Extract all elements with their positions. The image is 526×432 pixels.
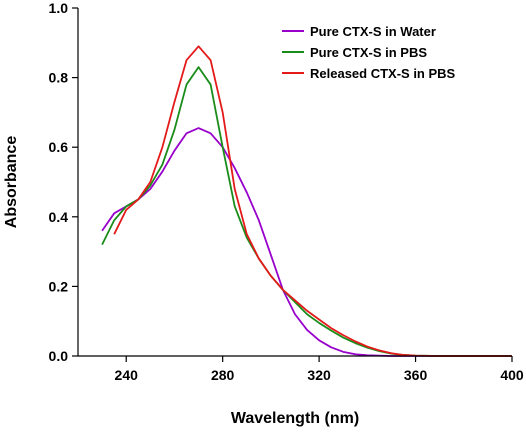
y-tick-label: 0.0 xyxy=(49,348,69,364)
x-tick-label: 360 xyxy=(404,367,428,383)
x-tick-label: 240 xyxy=(115,367,139,383)
y-axis-title: Absorbance xyxy=(3,136,20,229)
legend-label-2: Pure CTX-S in PBS xyxy=(310,45,427,60)
y-tick-label: 0.4 xyxy=(49,209,69,225)
ticks: 240 280 320 360 400 0.0 0.2 0.4 0.6 0.8 1.0 xyxy=(49,0,524,383)
legend: Pure CTX-S in Water Pure CTX-S in PBS Rele… xyxy=(282,24,456,81)
y-tick-label: 0.8 xyxy=(49,70,69,86)
series-line-3 xyxy=(113,45,512,357)
legend-label-3: Released CTX-S in PBS xyxy=(310,66,456,81)
series-layer xyxy=(101,45,512,357)
x-tick-label: 320 xyxy=(307,367,331,383)
legend-label-1: Pure CTX-S in Water xyxy=(310,24,436,39)
x-tick-label: 280 xyxy=(211,367,235,383)
series-line-2 xyxy=(101,66,512,357)
x-axis-title: Wavelength (nm) xyxy=(231,410,359,427)
x-tick-label: 400 xyxy=(500,367,524,383)
y-tick-label: 0.6 xyxy=(49,139,69,155)
axes xyxy=(77,8,512,357)
y-tick-label: 1.0 xyxy=(49,0,69,16)
y-tick-label: 0.2 xyxy=(49,278,69,294)
